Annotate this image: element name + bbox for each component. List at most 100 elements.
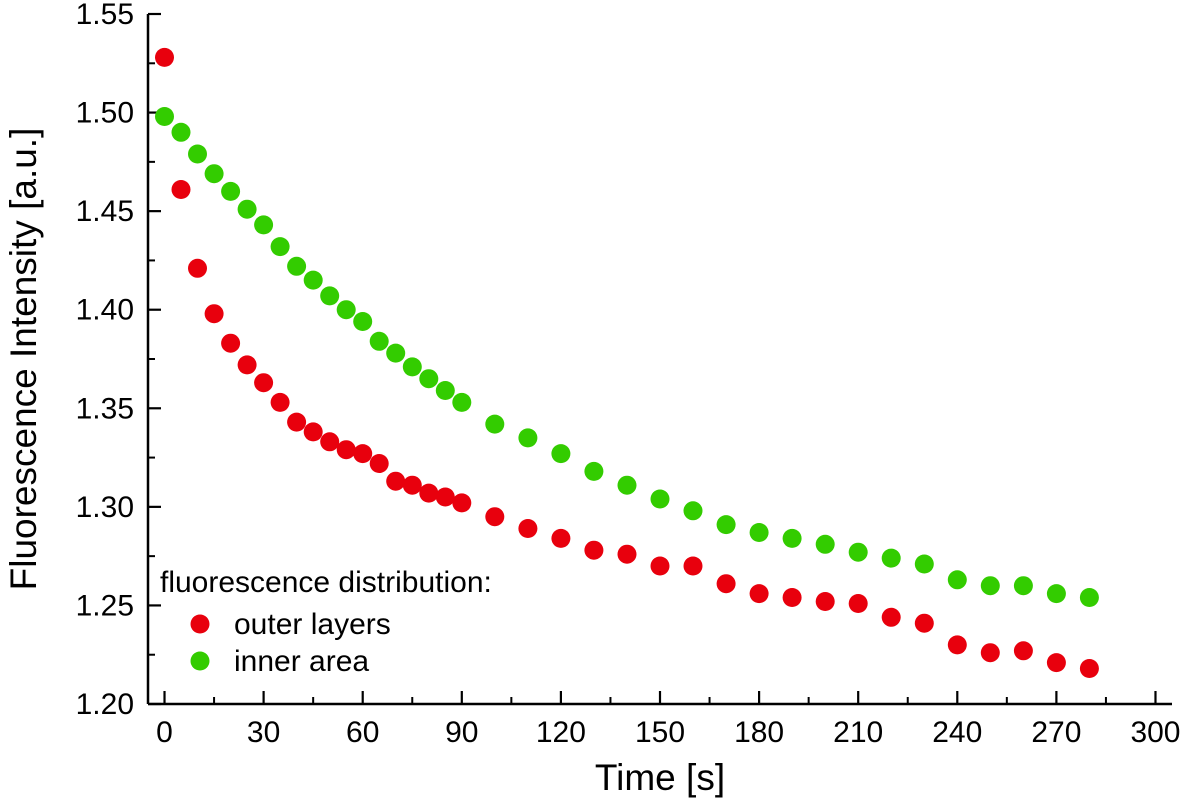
data-point (980, 576, 1000, 596)
legend-label-outer-layers: outer layers (234, 608, 391, 641)
data-point (353, 444, 373, 464)
data-point (815, 592, 835, 611)
y-tick-label: 1.55 (76, 0, 134, 31)
data-point (914, 554, 934, 574)
x-tick-label: 60 (346, 716, 379, 749)
data-point (204, 304, 224, 324)
data-point (650, 489, 670, 509)
data-point (485, 414, 505, 434)
data-point (584, 540, 604, 560)
data-point (650, 556, 670, 576)
data-point (270, 237, 290, 257)
data-point (270, 392, 290, 412)
data-point (551, 528, 571, 548)
data-point (188, 144, 207, 164)
data-point (1079, 659, 1099, 678)
x-tick-label: 270 (1031, 716, 1081, 749)
x-tick-label: 150 (635, 716, 685, 749)
data-point (204, 164, 224, 184)
data-point (584, 461, 604, 481)
data-point (617, 475, 637, 495)
legend: fluorescence distribution: outer layers in… (160, 566, 492, 678)
data-point (386, 471, 406, 491)
y-axis-title: Fluorescence Intensity [a.u.] (3, 128, 44, 591)
data-point (815, 534, 835, 554)
x-tick-label: 300 (1130, 716, 1180, 749)
data-point (1079, 588, 1099, 607)
data-point (237, 199, 257, 219)
data-point (419, 483, 439, 503)
data-point (435, 381, 455, 400)
data-point (435, 487, 455, 507)
data-point (452, 493, 472, 513)
legend-title: fluorescence distribution: (160, 566, 492, 599)
data-point (336, 300, 356, 320)
data-point (1046, 584, 1066, 604)
data-point (369, 454, 389, 473)
y-tick-label: 1.40 (76, 294, 134, 327)
y-tick-label: 1.30 (76, 491, 134, 524)
data-point (369, 331, 389, 351)
y-tick-label: 1.50 (76, 97, 134, 130)
data-point (749, 523, 769, 542)
data-point (749, 584, 769, 604)
data-point (617, 544, 637, 564)
data-point (848, 594, 868, 613)
x-tick-label: 0 (156, 716, 173, 749)
data-point (336, 440, 356, 460)
data-point (303, 270, 323, 290)
data-point (287, 256, 307, 276)
y-tick-label: 1.25 (76, 589, 134, 622)
axes (146, 14, 1172, 706)
data-point (551, 444, 571, 464)
data-point (782, 588, 802, 607)
x-tick-label: 180 (734, 716, 784, 749)
data-point (254, 373, 274, 393)
data-point (320, 432, 340, 452)
series-inner-area (155, 107, 1099, 607)
data-point (716, 515, 736, 535)
legend-marker-outer-layers (190, 614, 210, 634)
data-point (716, 574, 736, 594)
data-point (353, 312, 373, 331)
data-point (980, 643, 1000, 663)
data-point (287, 412, 307, 432)
data-point (188, 258, 207, 278)
data-point (452, 392, 472, 412)
data-point (518, 428, 538, 448)
x-tick-label: 90 (445, 716, 478, 749)
data-point (947, 570, 967, 590)
y-tick-label: 1.35 (76, 392, 134, 425)
data-point (237, 355, 257, 375)
data-point (171, 122, 191, 142)
data-point (221, 181, 241, 201)
data-point (782, 528, 802, 548)
data-point (402, 357, 422, 377)
data-point (1013, 641, 1033, 661)
data-point (683, 501, 703, 521)
data-point (518, 519, 538, 538)
x-axis: 0 30 60 90 120 150 180 210 240 270 300 (156, 691, 1181, 749)
y-axis: 1.20 1.25 1.30 1.35 1.40 1.45 1.50 1.55 (76, 0, 161, 721)
legend-label-inner-area: inner area (234, 645, 369, 678)
data-point (1046, 653, 1066, 673)
y-tick-label: 1.20 (76, 688, 134, 721)
data-point (419, 369, 439, 389)
data-point (155, 107, 174, 126)
data-point (485, 507, 505, 527)
x-tick-label: 240 (932, 716, 982, 749)
legend-marker-inner-area (190, 651, 210, 671)
data-point (914, 613, 934, 633)
data-point (386, 343, 406, 363)
x-axis-title: Time [s] (595, 757, 725, 798)
data-point (221, 333, 241, 353)
data-point (881, 607, 901, 627)
data-point (254, 215, 274, 235)
data-point (1013, 576, 1033, 596)
series-outer-layers (155, 47, 1099, 678)
data-point (320, 286, 340, 306)
data-point (848, 542, 868, 562)
data-point (683, 556, 703, 576)
